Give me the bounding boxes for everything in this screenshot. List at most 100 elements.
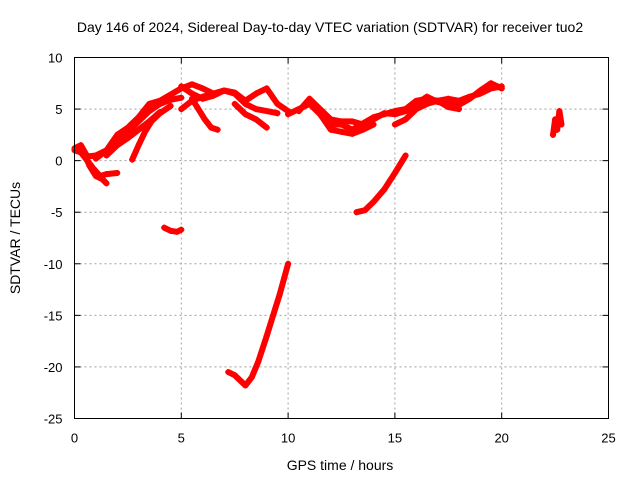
data-point-marker — [285, 111, 292, 118]
data-point-marker — [146, 108, 153, 115]
series-arc-isolated-1 — [161, 224, 185, 235]
data-point-marker — [317, 106, 324, 113]
data-point-marker — [263, 85, 270, 92]
data-point-marker — [253, 106, 260, 113]
x-tick-label: 5 — [178, 431, 185, 446]
data-point-marker — [477, 87, 484, 94]
data-point-marker — [285, 260, 292, 267]
y-tick-label: -5 — [51, 205, 63, 220]
y-tick-label: -20 — [44, 360, 63, 375]
data-point-marker — [370, 116, 377, 123]
series-arc-mid-a — [92, 94, 185, 162]
data-point-marker — [338, 118, 345, 125]
series-arc-wave-f — [178, 85, 292, 115]
data-point-marker — [188, 97, 195, 104]
x-tick-label: 15 — [388, 431, 402, 446]
data-point-marker — [231, 89, 238, 96]
data-point-marker — [214, 126, 221, 133]
data-point-marker — [103, 171, 110, 178]
series-trace — [317, 111, 377, 137]
data-point-marker — [498, 85, 505, 92]
data-point-marker — [391, 170, 398, 177]
data-point-marker — [199, 93, 206, 100]
data-point-marker — [263, 332, 270, 339]
data-point-marker — [263, 108, 270, 115]
data-point-marker — [353, 209, 360, 216]
data-point-marker — [402, 108, 409, 115]
series-arc-dip-h — [317, 111, 377, 137]
data-point-marker — [231, 372, 238, 379]
data-point-marker — [455, 106, 462, 113]
data-point-marker — [135, 142, 142, 149]
data-point-marker — [276, 291, 283, 298]
data-point-marker — [391, 121, 398, 128]
data-point-marker — [156, 100, 163, 107]
data-point-marker — [263, 124, 270, 131]
data-point-marker — [359, 126, 366, 133]
data-point-marker — [178, 94, 185, 101]
data-point-marker — [255, 358, 262, 365]
data-point-marker — [361, 207, 368, 214]
x-axis-label: GPS time / hours — [287, 457, 394, 473]
data-point-marker — [103, 180, 110, 187]
data-point-marker — [221, 87, 228, 94]
data-point-marker — [86, 162, 93, 169]
data-point-marker — [92, 173, 99, 180]
data-point-marker — [188, 81, 195, 88]
data-point-marker — [488, 80, 495, 87]
data-point-marker — [167, 96, 174, 103]
y-tick-label: -25 — [44, 412, 63, 427]
data-point-marker — [274, 100, 281, 107]
data-point-marker — [92, 155, 99, 162]
data-point-marker — [381, 110, 388, 117]
tick-layer: 0 5 10 15 20 25 -25 -20 -15 -10 -5 0 5 10 — [44, 51, 616, 446]
grid-layer — [74, 57, 609, 419]
data-point-marker — [148, 118, 155, 125]
data-point-marker — [423, 93, 430, 100]
data-point-marker — [445, 104, 452, 111]
data-point-marker — [274, 110, 281, 117]
series-trace — [161, 224, 185, 235]
data-point-marker — [103, 152, 110, 159]
data-point-marker — [317, 111, 324, 118]
data-point-marker — [402, 116, 409, 123]
data-point-marker — [370, 121, 377, 128]
data-point-marker — [242, 111, 249, 118]
data-point-marker — [77, 149, 84, 156]
series-trace — [231, 100, 270, 131]
data-point-marker — [199, 85, 206, 92]
data-point-marker — [231, 100, 238, 107]
data-point-marker — [201, 116, 208, 123]
data-point-marker — [178, 106, 185, 113]
data-point-marker — [466, 95, 473, 102]
data-point-marker — [178, 226, 185, 233]
data-point-marker — [167, 91, 174, 98]
y-tick-label: -15 — [44, 308, 63, 323]
chart-title: Day 146 of 2024, Sidereal Day-to-day VTE… — [77, 19, 584, 35]
series-arc-drop-1 — [82, 152, 110, 187]
data-point-marker — [135, 126, 142, 133]
y-tick-label: 0 — [55, 154, 62, 169]
data-point-marker — [114, 142, 121, 149]
data-point-marker — [210, 90, 217, 97]
data-point-marker — [242, 97, 249, 104]
series-layer — [71, 80, 565, 389]
series-trace — [129, 103, 174, 163]
data-point-marker — [167, 227, 174, 234]
series-arc-rise-j — [353, 152, 409, 216]
data-point-marker — [552, 116, 559, 123]
x-tick-label: 20 — [494, 431, 508, 446]
data-point-marker — [558, 121, 565, 128]
data-point-marker — [434, 97, 441, 104]
data-point-marker — [327, 116, 334, 123]
x-tick-label: 0 — [71, 431, 78, 446]
data-point-marker — [156, 110, 163, 117]
data-point-marker — [327, 126, 334, 133]
series-arc-dip-i — [391, 97, 462, 128]
data-point-marker — [253, 116, 260, 123]
x-tick-label: 10 — [281, 431, 295, 446]
y-axis-label: SDTVAR / TECUs — [7, 182, 23, 294]
data-point-marker — [146, 100, 153, 107]
data-point-marker — [124, 134, 131, 141]
